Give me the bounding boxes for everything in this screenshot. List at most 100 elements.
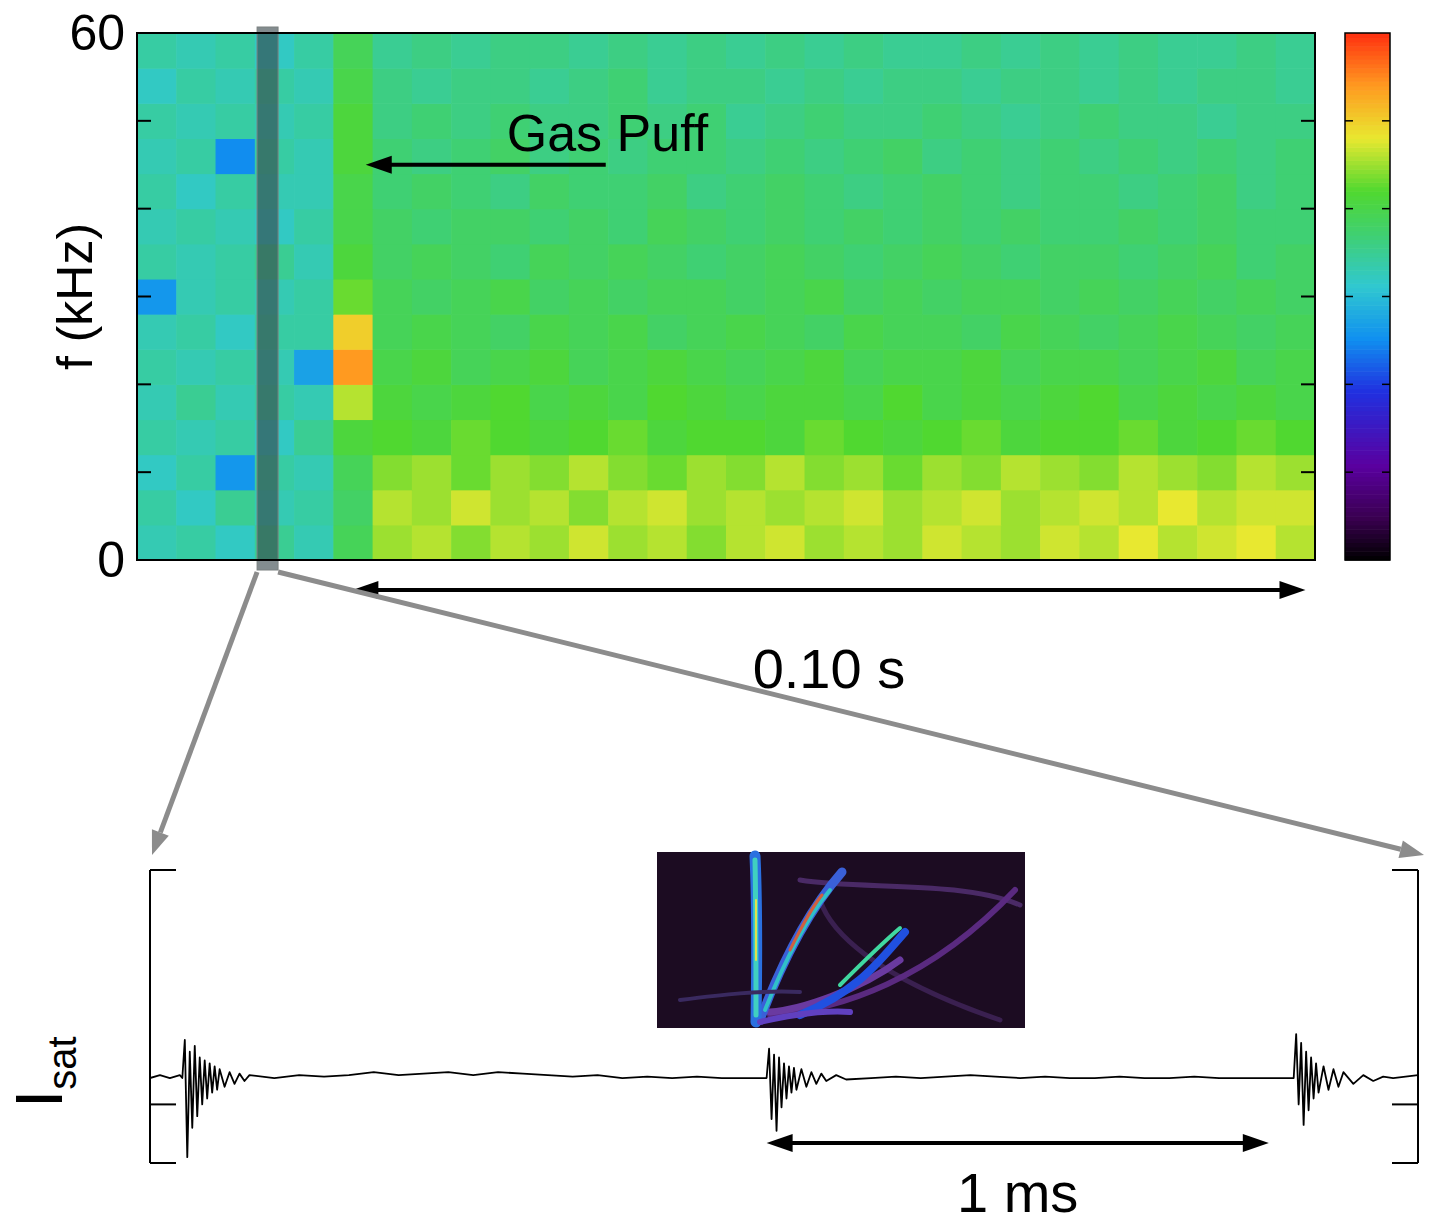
colorbar-strip	[1345, 195, 1390, 200]
heatmap-cell	[176, 138, 216, 174]
heatmap-cell	[176, 314, 216, 350]
heatmap-cell	[137, 174, 177, 210]
colorbar-strip	[1345, 301, 1390, 306]
heatmap-cell	[451, 279, 491, 315]
colorbar-strip	[1345, 90, 1390, 95]
heatmap-cell	[412, 455, 452, 491]
colorbar-strip	[1345, 450, 1390, 455]
colorbar-tick	[1345, 296, 1353, 298]
heatmap-cell	[451, 314, 491, 350]
heatmap-cell	[765, 455, 805, 491]
heatmap-cell	[137, 209, 177, 245]
heatmap-cell	[333, 103, 373, 139]
colorbar-strip	[1345, 490, 1390, 495]
heatmap-cell	[176, 419, 216, 455]
heatmap-cell	[765, 174, 805, 210]
colorbar-frame	[1345, 33, 1390, 560]
heatmap-cell	[962, 138, 1002, 174]
colorbar-strip	[1345, 327, 1390, 332]
heatmap-cell	[922, 279, 962, 315]
heatmap-cell	[412, 419, 452, 455]
heatmap-cell	[1158, 174, 1198, 210]
colorbar-strip	[1345, 529, 1390, 534]
heatmap-cell	[922, 314, 962, 350]
heatmap-cell	[530, 209, 570, 245]
heatmap-cell	[726, 68, 766, 104]
heatmap-cell	[1079, 525, 1119, 561]
colorbar-strip	[1345, 433, 1390, 438]
heatmap-cell	[883, 490, 923, 526]
heatmap-cell	[687, 279, 727, 315]
heatmap-cell	[569, 33, 609, 69]
heatmap-cell	[1040, 490, 1080, 526]
heatmap-cell	[333, 33, 373, 69]
heatmap-cell	[490, 349, 530, 385]
heatmap-cell	[1236, 68, 1276, 104]
heatmap-cell	[1040, 68, 1080, 104]
y-tick	[1392, 1103, 1418, 1105]
heatmap-cell	[1158, 103, 1198, 139]
heatmap-cell	[216, 244, 256, 280]
colorbar-strip	[1345, 354, 1390, 359]
heatmap-cell	[1119, 279, 1159, 315]
colorbar-strip	[1345, 345, 1390, 350]
heatmap-cell	[726, 419, 766, 455]
heatmap-cell	[451, 419, 491, 455]
heatmap-cell	[1236, 103, 1276, 139]
heatmap-cell	[1079, 490, 1119, 526]
heatmap-cell	[137, 33, 177, 69]
colorbar-strip	[1345, 165, 1390, 170]
line-group	[150, 1034, 1418, 1157]
heatmap-cell	[726, 349, 766, 385]
heatmap-cell	[569, 525, 609, 561]
heatmap-cell	[1158, 384, 1198, 420]
heatmap-cell	[176, 490, 216, 526]
colorbar-strip	[1345, 428, 1390, 433]
heatmap-cell	[176, 244, 216, 280]
heatmap-cell	[176, 525, 216, 561]
heatmap-cell	[490, 209, 530, 245]
heatmap-cell	[530, 244, 570, 280]
colorbar-strip	[1345, 459, 1390, 464]
heatmap-cell	[333, 314, 373, 350]
heatmap-cell	[333, 279, 373, 315]
heatmap-cell	[647, 68, 687, 104]
heatmap-cell	[922, 138, 962, 174]
colorbar-strip	[1345, 367, 1390, 372]
heatmap-cell	[1276, 209, 1316, 245]
heatmap-cell	[1119, 314, 1159, 350]
colorbar-strip	[1345, 121, 1390, 126]
heatmap-cell	[216, 455, 256, 491]
heatmap-cell	[1040, 174, 1080, 210]
colorbar-tick	[1382, 120, 1390, 122]
heatmap-cell	[608, 419, 648, 455]
colorbar-strip	[1345, 266, 1390, 271]
heatmap-cell	[1236, 244, 1276, 280]
colorbar-strip	[1345, 547, 1390, 552]
heatmap-cell	[726, 455, 766, 491]
inset-streak	[770, 960, 900, 1012]
y-axis-line	[149, 870, 151, 1163]
colorbar-strip	[1345, 182, 1390, 187]
heatmap-cell	[1079, 419, 1119, 455]
y-axis-title: f (kHz)	[47, 223, 103, 370]
heatmap-cell	[1079, 174, 1119, 210]
heatmap-cell	[844, 419, 884, 455]
arrow-head	[366, 156, 392, 174]
colorbar-strip	[1345, 55, 1390, 60]
colorbar-strip	[1345, 261, 1390, 266]
heatmap-cell	[412, 490, 452, 526]
heatmap-cell	[1040, 138, 1080, 174]
heatmap-cell	[333, 349, 373, 385]
heatmap-cell	[1236, 349, 1276, 385]
colorbar-strip	[1345, 384, 1390, 389]
heatmap-cell	[176, 279, 216, 315]
heatmap-cell	[412, 244, 452, 280]
heatmap-cell	[922, 419, 962, 455]
heatmap-cell	[1276, 103, 1316, 139]
heatmap-cell	[647, 244, 687, 280]
heatmap-cell	[962, 384, 1002, 420]
heatmap-cell	[1040, 455, 1080, 491]
heatmap-cell	[726, 174, 766, 210]
inset-streak	[755, 856, 757, 1022]
